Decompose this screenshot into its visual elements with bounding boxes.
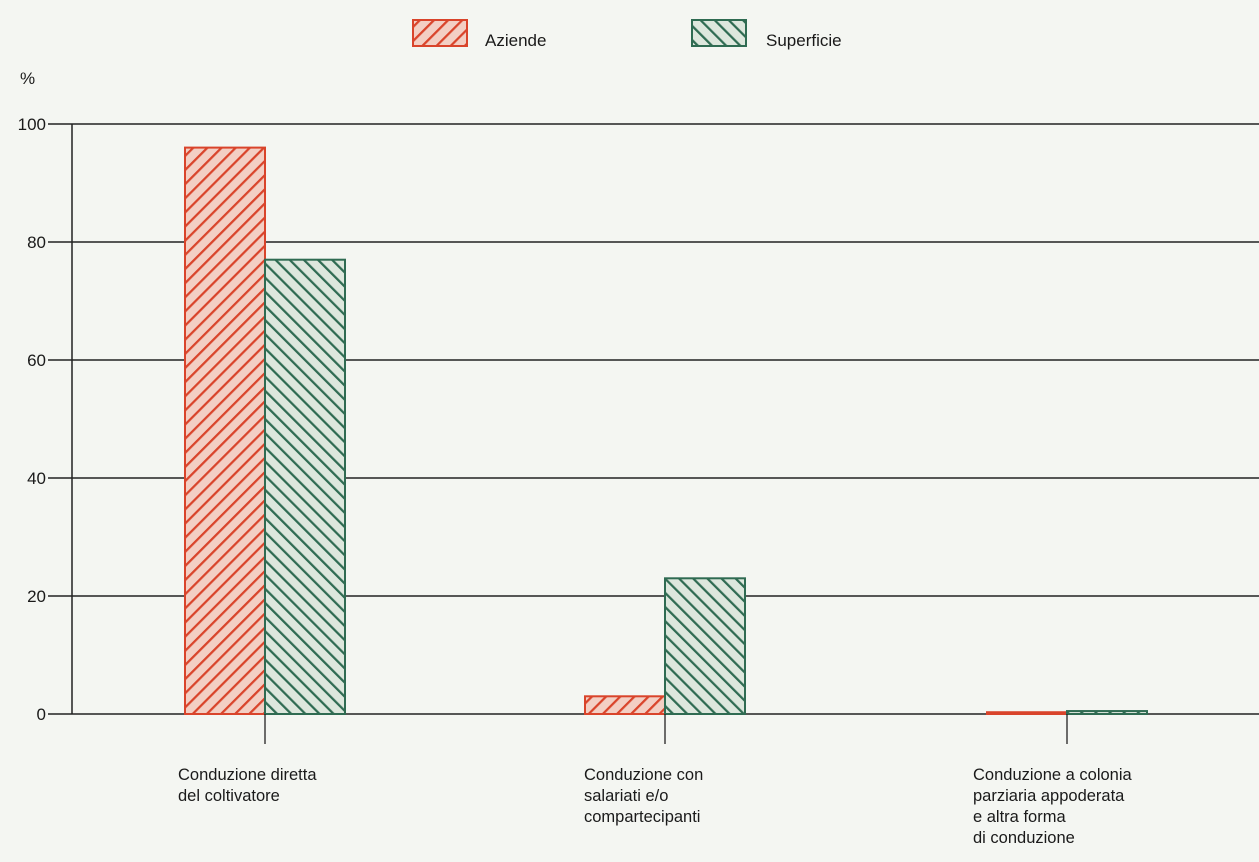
category-label-line: del coltivatore	[178, 787, 280, 805]
category-label-line: Conduzione con	[584, 766, 703, 784]
legend-item-aziende: Aziende	[412, 19, 546, 50]
y-tick-label: 20	[27, 587, 46, 606]
category-label-line: Conduzione diretta	[178, 766, 317, 784]
bar-superficie-3	[1066, 710, 1148, 715]
category-label-3: Conduzione a colonia parziaria appoderata…	[973, 766, 1133, 847]
legend-label-aziende: Aziende	[485, 31, 546, 50]
category-label-line: e altra forma	[973, 808, 1066, 826]
legend-swatch-superficie	[691, 19, 747, 47]
legend-swatch-aziende	[412, 19, 468, 47]
y-tick-label: 80	[27, 233, 46, 252]
bar-aziende-1	[184, 146, 266, 716]
category-label-2: Conduzione con salariati e/o compartecipan…	[584, 766, 703, 826]
bar-superficie-1	[264, 258, 346, 715]
category-label-line: Conduzione a colonia	[973, 766, 1133, 784]
y-tick-label: 0	[37, 705, 46, 724]
bar-aziende-2	[584, 695, 666, 715]
bar-superficie-2	[664, 577, 746, 715]
category-label-line: compartecipanti	[584, 808, 700, 826]
category-label-1: Conduzione diretta del coltivatore	[178, 766, 317, 805]
legend-label-superficie: Superficie	[766, 31, 842, 50]
category-label-line: salariati e/o	[584, 787, 668, 805]
legend-item-superficie: Superficie	[691, 19, 842, 50]
y-axis-label: %	[20, 69, 35, 88]
y-tick-label: 40	[27, 469, 46, 488]
bar-aziende-3	[986, 711, 1068, 715]
category-label-line: di conduzione	[973, 829, 1075, 847]
y-tick-label: 100	[18, 115, 46, 134]
y-tick-label: 60	[27, 351, 46, 370]
category-label-line: parziaria appoderata	[973, 787, 1125, 805]
